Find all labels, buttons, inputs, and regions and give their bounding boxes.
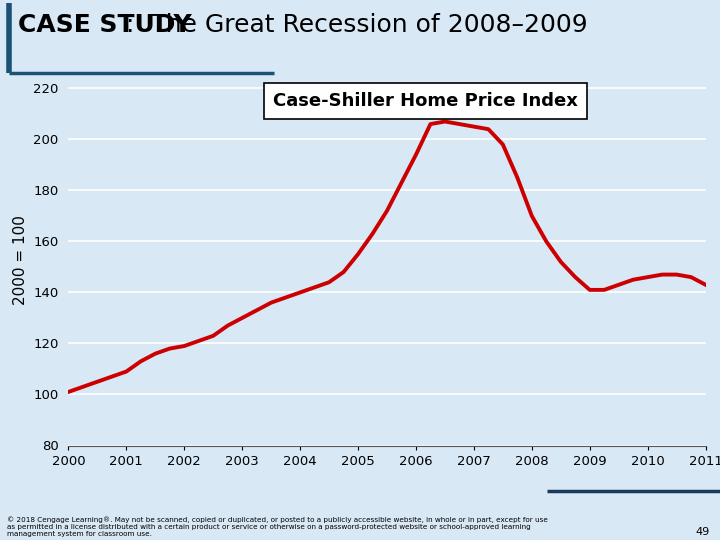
Text: © 2018 Cengage Learning®. May not be scanned, copied or duplicated, or posted to: © 2018 Cengage Learning®. May not be sca…: [7, 517, 548, 537]
Text: Case-Shiller Home Price Index: Case-Shiller Home Price Index: [273, 92, 577, 110]
Y-axis label: 2000 = 100: 2000 = 100: [13, 215, 28, 306]
Text: 49: 49: [695, 527, 709, 537]
Text: CASE STUDY: CASE STUDY: [18, 14, 192, 37]
Text: :  The Great Recession of 2008–2009: : The Great Recession of 2008–2009: [126, 14, 588, 37]
